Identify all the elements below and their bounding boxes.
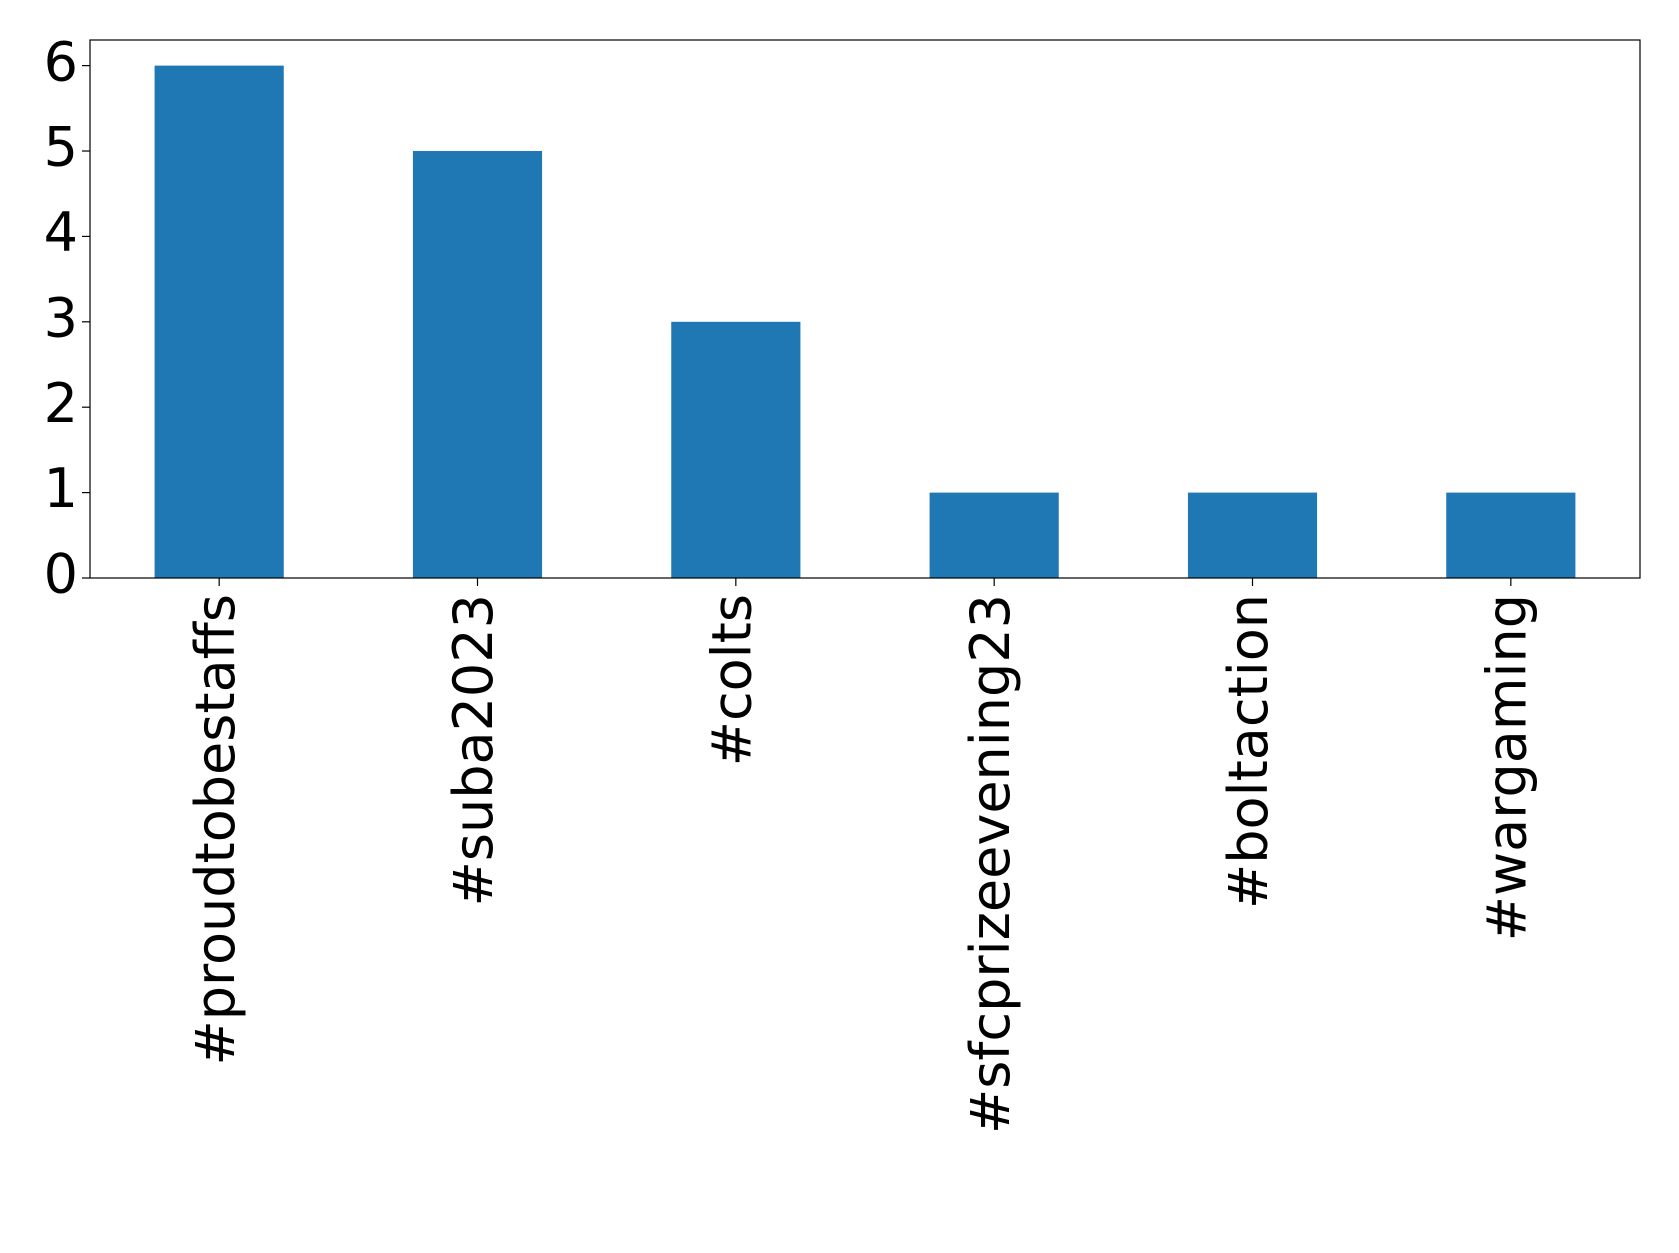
x-tick-label: #sfcprizeevening23 — [959, 594, 1022, 1134]
y-tick-label: 4 — [44, 201, 78, 264]
y-tick-label: 3 — [44, 286, 78, 349]
x-tick-label: #wargaming — [1475, 594, 1538, 941]
y-tick-label: 5 — [44, 116, 78, 179]
y-tick-label: 6 — [44, 30, 78, 93]
bar — [1187, 492, 1318, 578]
x-tick-label: #boltaction — [1217, 594, 1280, 909]
y-tick-label: 2 — [44, 372, 78, 435]
x-tick-label: #proudtobestaffs — [184, 594, 247, 1066]
y-tick-label: 1 — [44, 457, 78, 520]
y-tick-label: 0 — [44, 543, 78, 606]
bar — [671, 321, 801, 578]
bar — [1446, 492, 1576, 578]
x-tick-label: #suba2023 — [442, 594, 505, 906]
bar — [929, 492, 1059, 578]
bar — [412, 151, 543, 578]
bar — [154, 65, 284, 579]
plot-frame — [89, 39, 1641, 579]
x-tick-label: #colts — [700, 594, 763, 766]
